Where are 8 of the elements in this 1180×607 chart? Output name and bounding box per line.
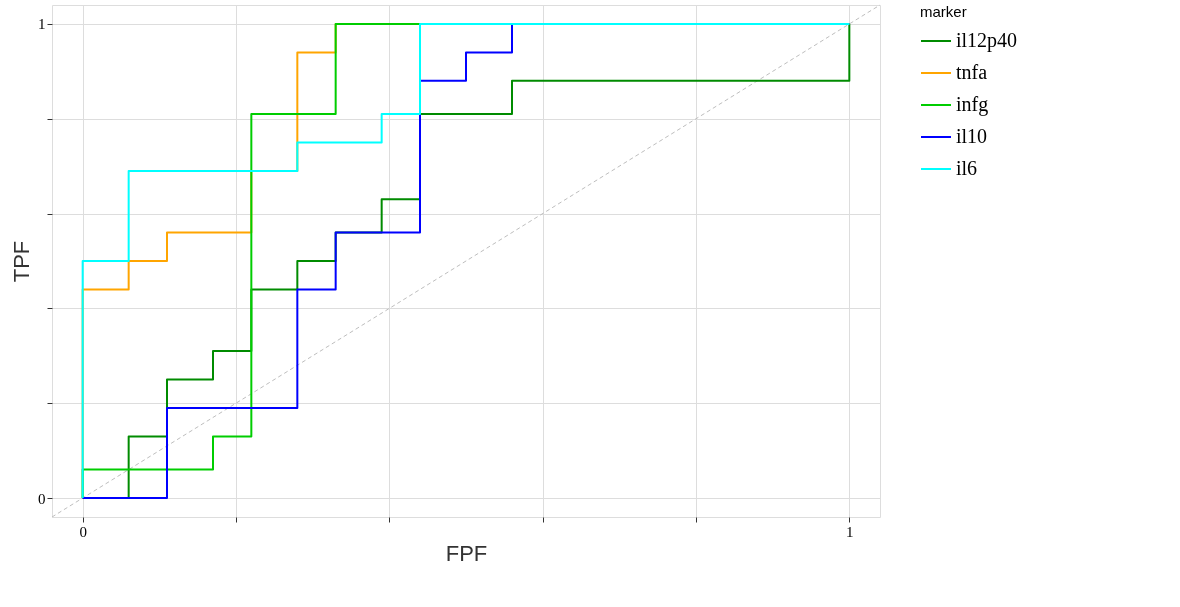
legend-label: infg — [956, 93, 989, 116]
legend-label: il12p40 — [956, 29, 1018, 52]
y-axis-title: TPF — [9, 240, 34, 283]
legend-label: il6 — [956, 157, 978, 179]
x-axis-title: FPF — [445, 540, 488, 566]
legend-title: marker — [920, 3, 967, 20]
legend-label: il10 — [956, 125, 988, 147]
legend-label: tnfa — [956, 61, 988, 83]
